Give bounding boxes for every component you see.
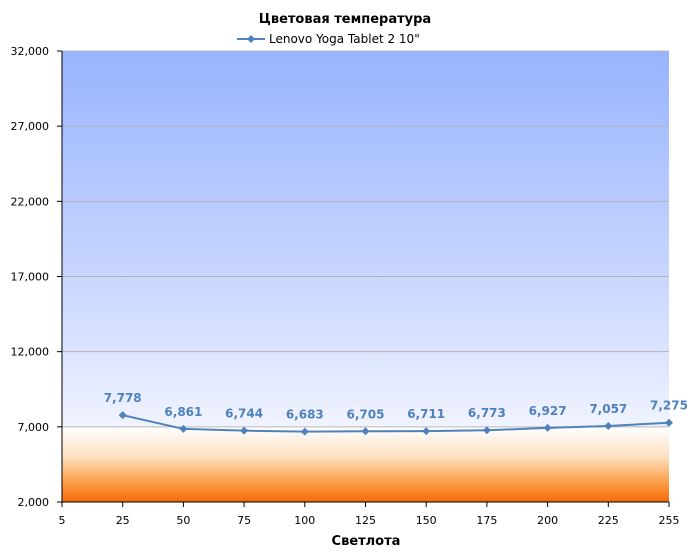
x-tick-label: 150 [416, 514, 437, 527]
data-point-marker [179, 424, 188, 433]
data-point-marker [240, 426, 249, 435]
data-label: 6,711 [407, 407, 445, 421]
axes [57, 50, 670, 507]
y-tick-label: 7,000 [18, 421, 50, 434]
data-point-marker [361, 427, 370, 436]
data-label: 7,778 [104, 391, 142, 405]
legend-diamond-marker [247, 35, 255, 43]
data-point-marker [543, 423, 552, 432]
data-label: 6,861 [164, 405, 202, 419]
y-tick-label: 12,000 [11, 346, 50, 359]
data-point-marker [482, 426, 491, 435]
x-tick-labels: 5 25 50 75 100 125 150 175 200 225 255 [59, 514, 680, 527]
data-point-marker [118, 411, 127, 420]
data-label: 7,275 [650, 399, 688, 413]
y-tick-label: 27,000 [11, 120, 50, 133]
x-tick-label: 125 [355, 514, 376, 527]
data-labels: 7,778 6,861 6,744 6,683 6,705 6,711 6,773 6,927… [104, 391, 688, 421]
x-tick-label: 175 [476, 514, 497, 527]
y-tick-label: 2,000 [18, 496, 50, 509]
series-line [122, 414, 670, 433]
x-tick-label: 200 [537, 514, 558, 527]
x-tick-label: 255 [659, 514, 680, 527]
data-label: 6,744 [225, 407, 263, 421]
data-label: 6,683 [286, 408, 324, 422]
y-tick-label: 22,000 [11, 195, 50, 208]
data-point-marker [665, 418, 673, 427]
data-point-marker [604, 421, 613, 430]
x-tick-label: 25 [116, 514, 130, 527]
legend: Lenovo Yoga Tablet 2 10" [237, 32, 420, 46]
x-tick-label: 75 [237, 514, 251, 527]
data-label: 6,927 [529, 404, 567, 418]
data-label: 6,773 [468, 406, 506, 420]
data-label: 6,705 [347, 407, 385, 421]
data-point-marker [422, 427, 431, 436]
x-tick-label: 50 [176, 514, 190, 527]
y-tick-label: 17,000 [11, 271, 50, 284]
data-label: 7,057 [589, 402, 627, 416]
legend-series-name: Lenovo Yoga Tablet 2 10" [269, 32, 420, 46]
x-axis-label: Светлота [332, 534, 401, 549]
x-tick-label: 100 [294, 514, 315, 527]
y-tick-labels: 2,000 7,000 12,000 17,000 22,000 27,000 32,000 [11, 45, 50, 509]
gridlines [62, 50, 669, 428]
data-point-marker [300, 427, 309, 436]
series-lenovo-yoga-tablet [118, 411, 673, 436]
y-tick-label: 32,000 [11, 45, 50, 58]
x-tick-label: 225 [598, 514, 619, 527]
x-tick-label: 5 [59, 514, 66, 527]
chart-title: Цветовая температура [259, 12, 431, 27]
